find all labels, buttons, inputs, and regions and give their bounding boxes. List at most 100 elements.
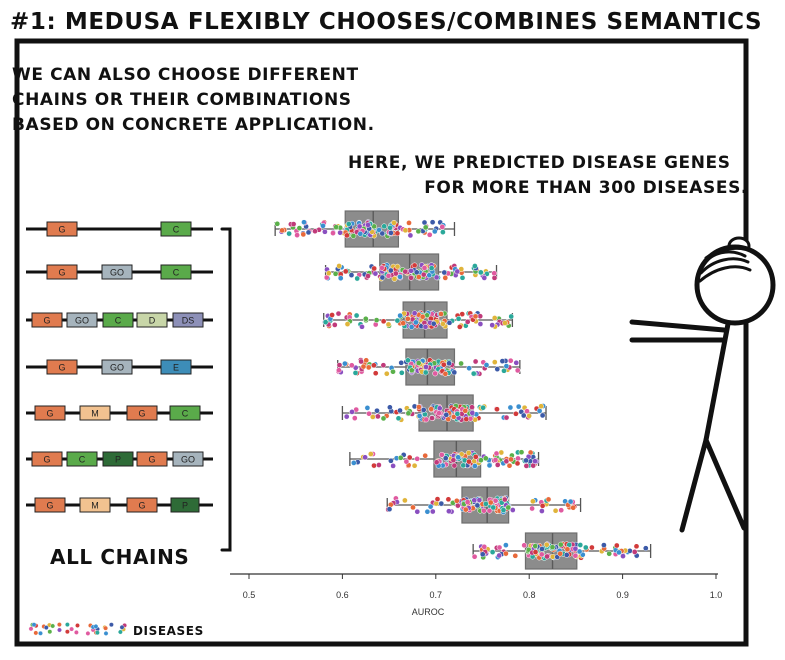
disease-point	[348, 272, 355, 278]
disease-point	[589, 544, 595, 551]
disease-point	[539, 508, 545, 514]
chain-node-c	[102, 312, 134, 328]
disease-point	[301, 219, 307, 226]
disease-point	[462, 506, 469, 513]
disease-point	[336, 263, 342, 269]
disease-point	[552, 507, 559, 514]
disease-point	[483, 501, 489, 507]
disease-point	[491, 270, 498, 277]
disease-point	[373, 317, 380, 323]
disease-point	[391, 276, 398, 282]
disease-point	[477, 269, 484, 276]
disease-point	[374, 407, 380, 414]
disease-point	[490, 504, 497, 511]
disease-point	[411, 462, 418, 469]
chain-node-m	[79, 497, 111, 513]
disease-point	[344, 232, 350, 239]
disease-point	[404, 315, 411, 322]
disease-point	[388, 457, 394, 464]
disease-point	[411, 310, 418, 317]
disease-point	[530, 498, 536, 505]
disease-point	[387, 404, 393, 411]
chain-node-g	[126, 497, 158, 513]
disease-point	[279, 227, 285, 234]
disease-point	[421, 219, 428, 226]
chain-node-label: D	[149, 316, 156, 326]
disease-point	[286, 230, 292, 237]
disease-point	[445, 496, 452, 503]
disease-point	[350, 460, 357, 466]
disease-point	[345, 221, 352, 227]
disease-point	[481, 507, 487, 514]
disease-point	[371, 223, 377, 230]
disease-point	[415, 274, 422, 280]
disease-point	[421, 265, 428, 271]
disease-point	[477, 313, 484, 320]
chain-node-label: G	[58, 268, 65, 278]
disease-point	[487, 499, 494, 506]
disease-point	[539, 412, 546, 419]
disease-point	[422, 323, 429, 330]
disease-point	[477, 321, 484, 327]
disease-point	[420, 271, 427, 278]
disease-point	[459, 274, 466, 281]
disease-point	[320, 222, 326, 229]
disease-point	[336, 362, 343, 368]
chain-node-go	[66, 312, 98, 328]
disease-point	[451, 369, 458, 376]
disease-point	[352, 370, 359, 376]
disease-point	[582, 544, 589, 551]
disease-point	[514, 367, 521, 374]
hair-line	[701, 250, 747, 267]
disease-point	[563, 552, 570, 558]
disease-point	[463, 416, 470, 423]
intro-line-1: WE CAN ALSO CHOOSE DIFFERENT	[12, 65, 359, 85]
chain-row: G GO E	[26, 359, 213, 375]
disease-point	[494, 366, 501, 372]
disease-point	[462, 407, 469, 414]
disease-point	[521, 542, 528, 549]
chain-row: G C P G GO	[26, 451, 213, 467]
disease-point	[362, 315, 369, 322]
disease-point	[438, 451, 445, 458]
disease-point	[408, 367, 415, 374]
disease-point	[455, 454, 462, 461]
disease-point	[509, 507, 516, 513]
disease-point	[557, 541, 564, 548]
chain-node-label: C	[79, 455, 86, 465]
disease-points	[323, 262, 498, 282]
speech-line-1: HERE, WE PREDICTED DISEASE GENES	[348, 153, 731, 173]
disease-point	[606, 550, 613, 557]
disease-point	[429, 415, 435, 421]
disease-point	[312, 228, 318, 235]
disease-point	[438, 500, 445, 507]
disease-point	[515, 403, 522, 410]
disease-point	[513, 359, 520, 366]
disease-point	[539, 546, 545, 552]
disease-point	[464, 318, 471, 325]
disease-point	[387, 267, 394, 274]
chains-diagram: G CG GO CG GO C D DSG GO EG M G CG C P G GOG M G P	[26, 221, 213, 513]
auroc-boxplot: 0.5 0.6 0.7 0.8 0.9 1.0 AUROC	[230, 210, 722, 617]
disease-point	[472, 463, 478, 469]
disease-point	[350, 233, 357, 239]
disease-point	[402, 268, 409, 275]
chain-node-label: G	[58, 363, 65, 373]
chains-bracket	[220, 227, 232, 552]
disease-point	[493, 450, 500, 457]
disease-point	[420, 407, 427, 413]
disease-point	[436, 410, 442, 417]
disease-point	[406, 454, 413, 461]
disease-point	[486, 462, 493, 469]
legend-dot	[93, 624, 99, 629]
disease-point	[498, 449, 505, 456]
disease-points	[385, 495, 578, 515]
disease-point	[545, 496, 552, 503]
chain-node-label: G	[138, 501, 145, 511]
disease-point	[532, 549, 539, 555]
chain-node-go	[172, 451, 204, 467]
legend-dot	[65, 629, 70, 635]
disease-point	[371, 265, 378, 272]
